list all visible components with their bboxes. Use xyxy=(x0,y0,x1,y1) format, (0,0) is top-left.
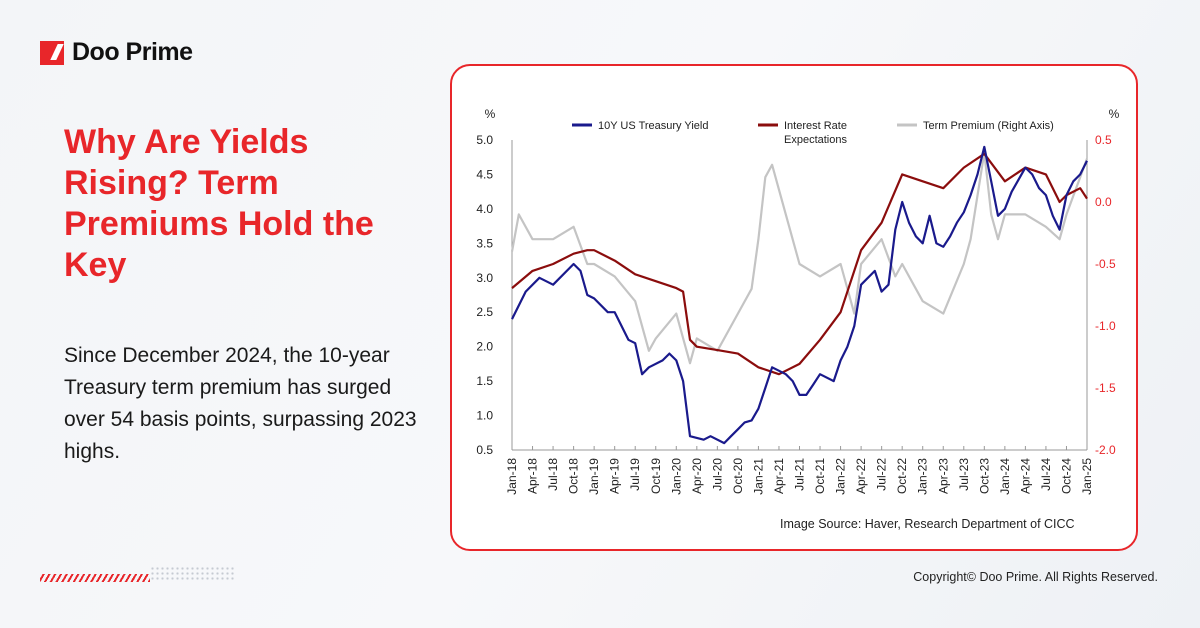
left-tick-label: 1.0 xyxy=(476,409,493,423)
x-tick-label: Jan-24 xyxy=(998,458,1012,495)
x-tick-label: Jul-22 xyxy=(875,458,889,491)
x-tick-label: Oct-21 xyxy=(813,458,827,494)
x-tick-label: Apr-22 xyxy=(854,458,868,494)
left-tick-label: 1.5 xyxy=(476,374,493,388)
x-tick-label: Oct-22 xyxy=(895,458,909,494)
x-tick-label: Apr-23 xyxy=(936,458,950,494)
x-tick-label: Jan-19 xyxy=(587,458,601,495)
x-tick-label: Oct-20 xyxy=(731,458,745,494)
x-tick-label: Apr-24 xyxy=(1018,458,1032,494)
left-tick-label: 3.0 xyxy=(476,271,493,285)
x-tick-label: Jul-19 xyxy=(628,458,642,491)
x-tick-label: Jul-21 xyxy=(793,458,807,491)
x-tick-label: Jul-24 xyxy=(1039,458,1053,491)
legend-label-cont: Expectations xyxy=(784,134,847,146)
right-tick-label: 0.5 xyxy=(1095,133,1112,147)
right-tick-label: -2.0 xyxy=(1095,443,1116,457)
chart-card xyxy=(450,64,1138,551)
left-tick-label: 5.0 xyxy=(476,133,493,147)
x-tick-label: Apr-20 xyxy=(690,458,704,494)
left-tick-label: 2.0 xyxy=(476,340,493,354)
brand-name: Doo Prime xyxy=(72,38,193,66)
chart-source: Image Source: Haver, Research Department… xyxy=(780,517,1075,531)
right-tick-label: -1.0 xyxy=(1095,319,1116,333)
headline: Why Are Yields Rising? Term Premiums Hol… xyxy=(64,123,374,284)
x-tick-label: Oct-24 xyxy=(1059,458,1073,494)
legend-label: Interest Rate xyxy=(784,120,847,132)
left-tick-label: 4.5 xyxy=(476,167,493,181)
x-tick-label: Oct-19 xyxy=(649,458,663,494)
x-tick-label: Apr-19 xyxy=(608,458,622,494)
x-tick-label: Oct-23 xyxy=(977,458,991,494)
body-text: Since December 2024, the 10-year Treasur… xyxy=(64,344,417,463)
brand-logo: Doo Prime xyxy=(40,38,193,67)
right-tick-label: 0.0 xyxy=(1095,195,1112,209)
right-tick-label: -1.5 xyxy=(1095,381,1116,395)
left-tick-label: 0.5 xyxy=(476,443,493,457)
x-tick-label: Jan-21 xyxy=(751,458,765,495)
left-tick-label: 4.0 xyxy=(476,202,493,216)
x-tick-label: Jul-18 xyxy=(546,458,560,491)
x-tick-label: Jan-22 xyxy=(834,458,848,495)
x-tick-label: Apr-21 xyxy=(772,458,786,494)
copyright: Copyright© Doo Prime. All Rights Reserve… xyxy=(913,570,1158,584)
decorative-dots xyxy=(150,566,234,582)
x-tick-label: Jan-18 xyxy=(505,458,519,495)
legend-label: 10Y US Treasury Yield xyxy=(598,120,708,132)
right-axis-unit: % xyxy=(1109,107,1120,121)
x-tick-label: Apr-18 xyxy=(526,458,540,494)
left-axis-unit: % xyxy=(485,107,496,121)
x-tick-label: Jan-20 xyxy=(669,458,683,495)
series-line-term-premium-right-axis- xyxy=(510,151,1089,365)
x-tick-label: Oct-18 xyxy=(567,458,581,494)
x-tick-label: Jan-23 xyxy=(916,458,930,495)
right-tick-label: -0.5 xyxy=(1095,257,1116,271)
x-tick-label: Jan-25 xyxy=(1080,458,1094,495)
x-tick-label: Jul-23 xyxy=(957,458,971,491)
x-tick-label: Jul-20 xyxy=(710,458,724,491)
legend-label: Term Premium (Right Axis) xyxy=(923,120,1054,132)
decorative-stripes xyxy=(40,574,150,582)
logo-mark-icon xyxy=(40,40,64,65)
series-line-10y-us-treasury-yield xyxy=(511,145,1088,445)
series-line-interest-rate-expectations xyxy=(511,152,1088,376)
left-tick-label: 3.5 xyxy=(476,236,493,250)
left-tick-label: 2.5 xyxy=(476,305,493,319)
